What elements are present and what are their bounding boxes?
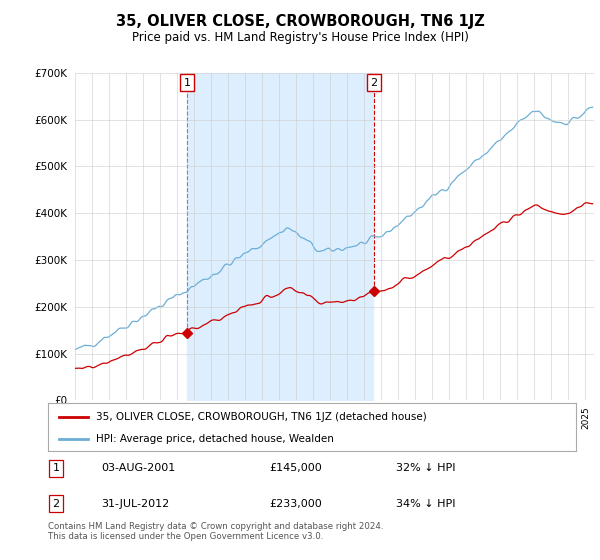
Text: 31-JUL-2012: 31-JUL-2012 — [101, 499, 169, 509]
Text: £145,000: £145,000 — [270, 464, 323, 473]
Text: 34% ↓ HPI: 34% ↓ HPI — [397, 499, 456, 509]
Text: £233,000: £233,000 — [270, 499, 323, 509]
Text: 1: 1 — [184, 78, 190, 87]
Text: 2: 2 — [371, 78, 378, 87]
Text: 35, OLIVER CLOSE, CROWBOROUGH, TN6 1JZ: 35, OLIVER CLOSE, CROWBOROUGH, TN6 1JZ — [116, 14, 484, 29]
Text: HPI: Average price, detached house, Wealden: HPI: Average price, detached house, Weal… — [95, 434, 334, 444]
Text: 03-AUG-2001: 03-AUG-2001 — [101, 464, 175, 473]
Text: 1: 1 — [52, 464, 59, 473]
Text: Price paid vs. HM Land Registry's House Price Index (HPI): Price paid vs. HM Land Registry's House … — [131, 31, 469, 44]
Text: 2: 2 — [52, 499, 59, 509]
Text: 32% ↓ HPI: 32% ↓ HPI — [397, 464, 456, 473]
Text: 35, OLIVER CLOSE, CROWBOROUGH, TN6 1JZ (detached house): 35, OLIVER CLOSE, CROWBOROUGH, TN6 1JZ (… — [95, 412, 426, 422]
Text: Contains HM Land Registry data © Crown copyright and database right 2024.
This d: Contains HM Land Registry data © Crown c… — [48, 522, 383, 542]
